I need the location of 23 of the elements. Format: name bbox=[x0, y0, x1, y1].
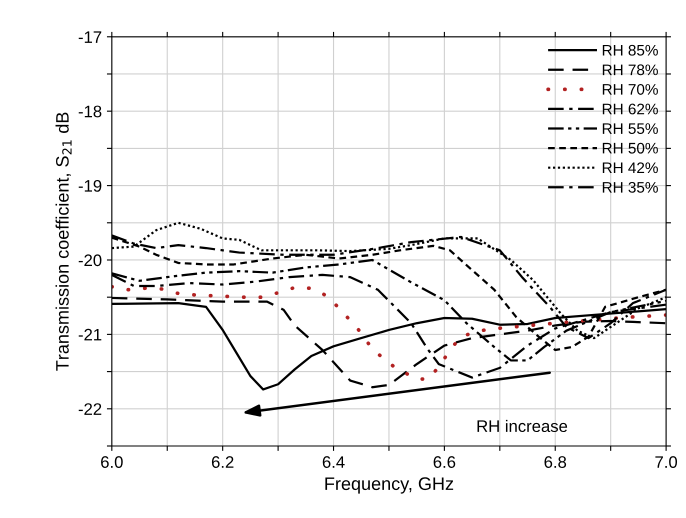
legend-label: RH 50% bbox=[602, 142, 658, 154]
x-tick-label: 6.0 bbox=[101, 456, 123, 468]
legend-label: RH 78% bbox=[602, 64, 658, 76]
legend-label: RH 62% bbox=[602, 104, 658, 114]
legend-label: RH 55% bbox=[602, 123, 658, 134]
y-tick-label: -21 bbox=[78, 328, 102, 340]
x-tick-label: 6.6 bbox=[434, 456, 456, 468]
legend-label: RH 42% bbox=[602, 162, 658, 174]
y-tick-label: -17 bbox=[78, 31, 102, 43]
legend-label: RH 85% bbox=[602, 44, 658, 56]
y-tick-label: -22 bbox=[78, 403, 102, 415]
y-tick-label: -18 bbox=[78, 106, 102, 118]
x-tick-label: 6.8 bbox=[544, 456, 566, 468]
y-tick-label: -19 bbox=[78, 180, 102, 192]
x-tick-label: 6.2 bbox=[212, 456, 234, 468]
legend-label: RH 70% bbox=[602, 84, 658, 95]
x-tick-label: 7.0 bbox=[655, 456, 678, 468]
y-tick-label: -20 bbox=[78, 254, 102, 266]
x-tick-label: 6.4 bbox=[322, 456, 345, 468]
y-axis-title: Transmission coefficient, S$_{21}$ dB bbox=[56, 112, 72, 371]
x-axis-title: Frequency, GHz bbox=[325, 477, 454, 494]
legend-label: RH 35% bbox=[602, 182, 658, 193]
annotation: RH increase bbox=[478, 420, 568, 432]
